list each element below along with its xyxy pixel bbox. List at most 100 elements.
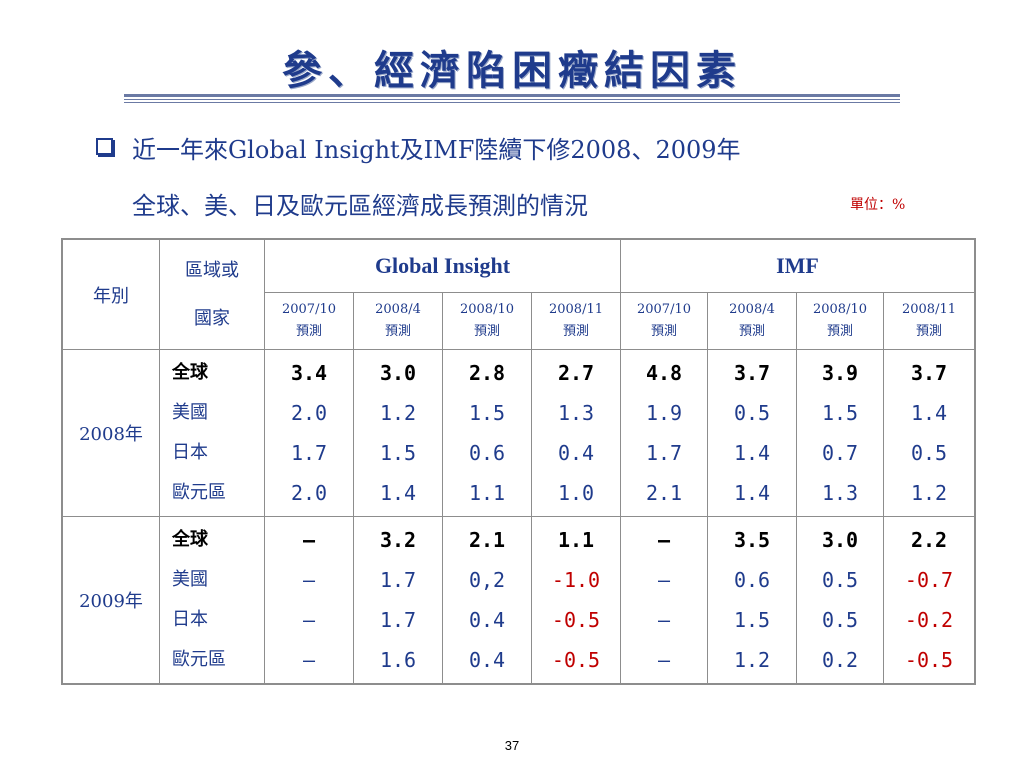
value: 0.4 xyxy=(468,608,506,632)
value: -0.5 xyxy=(904,648,954,672)
value: 1.9 xyxy=(645,401,683,425)
page-number: 37 xyxy=(504,738,520,753)
value: 1.7 xyxy=(290,441,328,465)
sub-header-label: 預測 xyxy=(915,324,942,339)
group-header-global-insight: Global Insight xyxy=(264,238,621,293)
header-region-label-1: 區域或 xyxy=(185,259,239,281)
header-region-label-2: 國家 xyxy=(194,307,230,329)
region-label: 歐元區 xyxy=(172,649,226,670)
value: 0.4 xyxy=(468,648,506,672)
region-label: 歐元區 xyxy=(172,482,226,503)
bullet-checkbox-icon xyxy=(96,138,113,155)
value: 2.0 xyxy=(290,401,328,425)
value: 1.1 xyxy=(557,528,595,552)
value: -0.5 xyxy=(551,648,601,672)
header-year: 年別 xyxy=(61,238,160,350)
region-cell: 全球 美國 日本 歐元區 xyxy=(159,349,265,517)
sub-header-date: 2008/4 xyxy=(729,302,775,317)
value: 0.5 xyxy=(821,568,859,592)
value: 1.3 xyxy=(821,481,859,505)
value: 1.4 xyxy=(910,401,948,425)
value: — xyxy=(657,568,671,592)
sub-header-label: 預測 xyxy=(295,324,322,339)
header-year-label: 年別 xyxy=(93,285,129,307)
subtitle-line-2: 全球、美、日及歐元區經濟成長預測的情況 xyxy=(132,192,588,220)
value: -0.2 xyxy=(904,608,954,632)
value-cell: 3.4 2.0 1.7 2.0 xyxy=(264,349,354,517)
value: 3.0 xyxy=(379,361,417,385)
value: 1.7 xyxy=(645,441,683,465)
value: 1.2 xyxy=(733,648,771,672)
value-cell: 3.7 1.4 0.5 1.2 xyxy=(883,349,976,517)
forecast-table: 年別 區域或 國家 Global Insight IMF 2007/10 預測 20… xyxy=(61,238,976,685)
value: 1.7 xyxy=(379,608,417,632)
slide-title: 參、經濟陷困癥結因素 xyxy=(282,47,742,94)
group-header-imf: IMF xyxy=(620,238,976,293)
sub-header-date: 2008/10 xyxy=(812,302,867,317)
value: 0.7 xyxy=(821,441,859,465)
value: — xyxy=(302,568,316,592)
value: 1.4 xyxy=(733,481,771,505)
value: -1.0 xyxy=(551,568,601,592)
sub-header-7: 2008/11 預測 xyxy=(883,292,976,350)
region-label: 日本 xyxy=(172,609,208,630)
value: 0.2 xyxy=(821,648,859,672)
value-cell: 3.2 1.7 1.7 1.6 xyxy=(353,516,443,685)
value: 3.2 xyxy=(379,528,417,552)
value-cell: 3.0 0.5 0.5 0.2 xyxy=(796,516,884,685)
sub-header-date: 2007/10 xyxy=(636,302,691,317)
sub-header-label: 預測 xyxy=(384,324,411,339)
value-cell: 4.8 1.9 1.7 2.1 xyxy=(620,349,708,517)
value: -0.5 xyxy=(551,608,601,632)
value: 1.2 xyxy=(379,401,417,425)
sub-header-3: 2008/11 預測 xyxy=(531,292,621,350)
value-cell: 2.8 1.5 0.6 1.1 xyxy=(442,349,532,517)
value: 3.0 xyxy=(821,528,859,552)
value: 0.5 xyxy=(821,608,859,632)
value-cell: 3.0 1.2 1.5 1.4 xyxy=(353,349,443,517)
sub-header-label: 預測 xyxy=(650,324,677,339)
sub-header-date: 2008/11 xyxy=(901,302,956,317)
sub-header-label: 預測 xyxy=(473,324,500,339)
title-rule-thick xyxy=(124,94,900,97)
value: 2.2 xyxy=(910,528,948,552)
value-cell: 1.1 -1.0 -0.5 -0.5 xyxy=(531,516,621,685)
value: 1.4 xyxy=(733,441,771,465)
sub-header-6: 2008/10 預測 xyxy=(796,292,884,350)
value: 1.6 xyxy=(379,648,417,672)
sub-header-5: 2008/4 預測 xyxy=(707,292,797,350)
value: 1.2 xyxy=(910,481,948,505)
sub-header-date: 2008/4 xyxy=(375,302,421,317)
unit-label: 單位：% xyxy=(850,197,906,213)
region-label: 美國 xyxy=(172,569,208,590)
value: 4.8 xyxy=(645,361,683,385)
value: 1.3 xyxy=(557,401,595,425)
header-region: 區域或 國家 xyxy=(159,238,265,350)
sub-header-label: 預測 xyxy=(562,324,589,339)
value: 2.7 xyxy=(557,361,595,385)
value: 2.0 xyxy=(290,481,328,505)
value-cell: 3.7 0.5 1.4 1.4 xyxy=(707,349,797,517)
value: -0.7 xyxy=(904,568,954,592)
region-label: 日本 xyxy=(172,442,208,463)
value: 1.1 xyxy=(468,481,506,505)
value: — xyxy=(302,648,316,672)
value: 1.0 xyxy=(557,481,595,505)
value: 2.1 xyxy=(468,528,506,552)
year-cell: 2009年 xyxy=(61,516,160,685)
table-row: 2009年 全球 美國 日本 歐元區 — — — — 3.2 1.7 1.7 1.6 2.1 0,2 0.4 0… xyxy=(61,516,976,685)
sub-header-4: 2007/10 預測 xyxy=(620,292,708,350)
value: 2.1 xyxy=(645,481,683,505)
value-cell: 2.1 0,2 0.4 0.4 xyxy=(442,516,532,685)
value: 3.5 xyxy=(733,528,771,552)
sub-header-label: 預測 xyxy=(738,324,765,339)
value: 3.7 xyxy=(733,361,771,385)
sub-header-date: 2008/10 xyxy=(459,302,514,317)
region-label: 全球 xyxy=(172,529,208,550)
title-rule-thin-1 xyxy=(124,99,900,100)
value-cell: — — — — xyxy=(620,516,708,685)
value: 0.5 xyxy=(733,401,771,425)
value: 1.5 xyxy=(733,608,771,632)
value: 3.7 xyxy=(910,361,948,385)
value: 0.5 xyxy=(910,441,948,465)
